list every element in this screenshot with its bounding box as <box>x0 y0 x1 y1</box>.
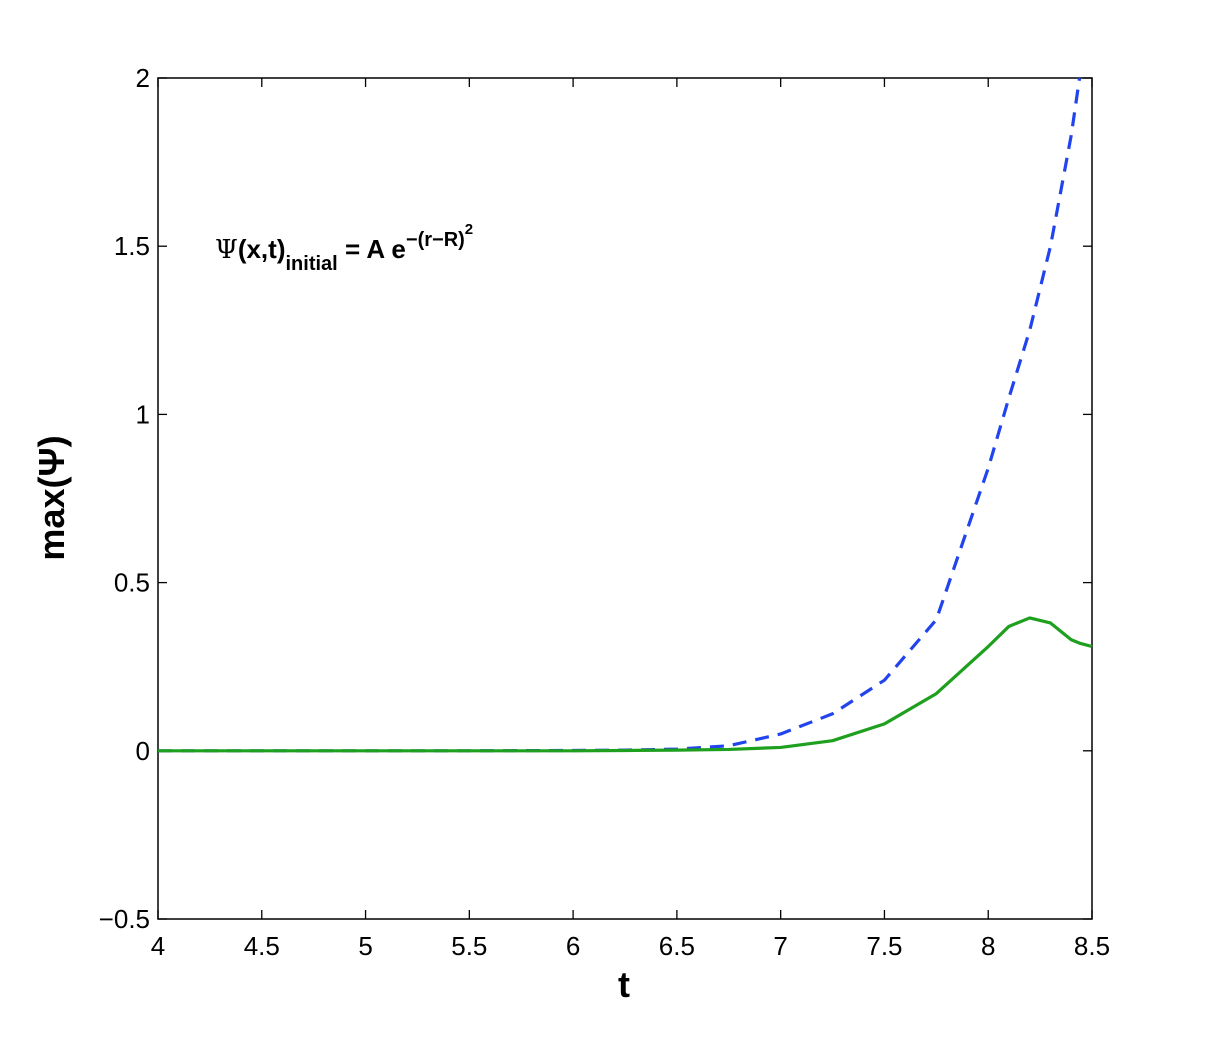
series-line <box>158 77 1082 753</box>
x-tick-label: 6 <box>566 931 580 961</box>
plot-frame <box>157 77 1093 920</box>
y-axis-label: max(Ψ) <box>31 435 72 560</box>
y-tick-label: 1.5 <box>114 231 150 261</box>
annotation: Ψ(x,t)initial = A e−(r−R)2 <box>215 221 473 275</box>
x-tick-label: 7 <box>773 931 787 961</box>
y-tick-label: 0.5 <box>114 568 150 598</box>
x-tick-label: 7.5 <box>866 931 902 961</box>
x-tick-label: 4.5 <box>244 931 280 961</box>
annotation-args: (x,t) <box>238 234 286 264</box>
x-tick-label: 5 <box>358 931 372 961</box>
x-axis-label: t <box>618 964 630 1005</box>
annotation-eq: = A e <box>338 234 406 264</box>
x-tick-label: 5.5 <box>451 931 487 961</box>
x-tick-label: 4 <box>151 931 165 961</box>
y-tick-label: 0 <box>136 736 150 766</box>
y-tick-label: 2 <box>136 63 150 93</box>
x-tick-label: 6.5 <box>659 931 695 961</box>
x-tick-label: 8 <box>981 931 995 961</box>
annotation-sub: initial <box>285 253 337 275</box>
annotation-sup2: 2 <box>465 221 473 238</box>
annotation-psi: Ψ <box>215 235 238 265</box>
x-tick-label: 8.5 <box>1074 931 1110 961</box>
y-tick-label: −0.5 <box>99 904 150 934</box>
annotation-sup: −(r−R) <box>406 229 465 251</box>
y-tick-label: 1 <box>136 399 150 429</box>
series-line <box>158 616 1093 753</box>
